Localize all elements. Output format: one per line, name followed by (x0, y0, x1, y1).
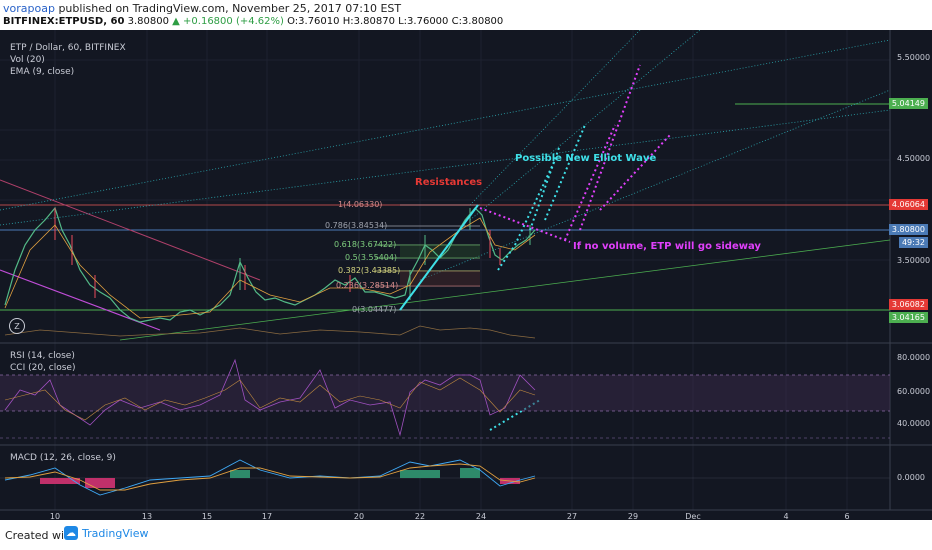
chart-logo-icon: Z (9, 318, 25, 334)
fib-label: 0.5(3.55404) (345, 253, 398, 262)
price-label-green: 5.04149 (888, 98, 928, 109)
time-tick: 4 (783, 512, 789, 520)
time-tick: 24 (475, 512, 487, 520)
last-price-label: 3.80800 (888, 224, 928, 235)
price-change: ▲ +0.16800 (+4.62%) (172, 16, 284, 27)
legend-ema[interactable]: EMA (9, close) (10, 67, 75, 77)
fib-label: 0(3.04477) (352, 305, 397, 314)
time-tick: 10 (49, 512, 61, 520)
time-tick: 6 (844, 512, 850, 520)
osc-tick: 40.0000 (897, 419, 931, 428)
publish-line: vorapoap published on TradingView.com, N… (3, 2, 401, 15)
tradingview-link[interactable]: ☁ TradingView (64, 526, 148, 540)
chart-canvas[interactable] (0, 30, 932, 520)
oscillator-legend: RSI (14, close) CCI (20, close) (10, 350, 75, 374)
price-label-red: 3.06082 (888, 299, 928, 310)
time-tick: 22 (414, 512, 426, 520)
fib-label: 0.618(3.67422) (334, 240, 397, 249)
resistances-annotation[interactable]: Resistances (415, 177, 483, 188)
countdown-label: 49:32 (898, 237, 928, 248)
fib-label: 0.382(3.43385) (338, 266, 401, 275)
fib-label: 1(4.06330) (338, 200, 383, 209)
price-label-red: 4.06064 (888, 199, 928, 210)
time-tick: 20 (353, 512, 365, 520)
main-legend: ETP / Dollar, 60, BITFINEX Vol (20) EMA … (10, 42, 126, 78)
osc-tick: 60.0000 (897, 387, 931, 396)
time-tick: Dec (685, 512, 701, 520)
author-link[interactable]: vorapoap (3, 2, 55, 15)
price-label-green: 3.04165 (888, 312, 928, 323)
symbol-label: BITFINEX:ETPUSD, 60 (3, 16, 125, 27)
elliot-annotation[interactable]: Possible New Elliot Wave (515, 153, 657, 164)
macd-tick: 0.0000 (897, 473, 925, 482)
legend-symbol[interactable]: ETP / Dollar, 60, BITFINEX (10, 43, 126, 53)
legend-volume[interactable]: Vol (20) (10, 55, 45, 65)
tradingview-cloud-icon: ☁ (64, 526, 78, 540)
fib-label: 0.236(3.28514) (336, 281, 399, 290)
publish-info: published on TradingView.com, November 2… (54, 2, 402, 15)
legend-cci[interactable]: CCI (20, close) (10, 363, 76, 373)
chart-area[interactable]: ETP / Dollar, 60, BITFINEX Vol (20) EMA … (0, 30, 932, 520)
osc-tick: 80.0000 (897, 353, 931, 362)
chart-footer: Created with ☁ TradingView (0, 520, 932, 550)
legend-rsi[interactable]: RSI (14, close) (10, 351, 75, 361)
price-tick: 5.50000 (897, 53, 931, 62)
fib-label: 0.786(3.84534) (325, 221, 388, 230)
chart-header: vorapoap published on TradingView.com, N… (0, 0, 932, 30)
brand-label: TradingView (82, 526, 149, 540)
price-tick: 3.50000 (897, 256, 931, 265)
last-price: 3.80800 (127, 16, 169, 27)
time-tick: 27 (566, 512, 578, 520)
symbol-line: BITFINEX:ETPUSD, 60 3.80800 ▲ +0.16800 (… (3, 16, 503, 27)
created-with-label: Created with (5, 529, 76, 542)
legend-macd[interactable]: MACD (12, 26, close, 9) (10, 453, 116, 463)
ohlc-values: O:3.76010 H:3.80870 L:3.76000 C:3.80800 (287, 16, 504, 27)
time-tick: 15 (201, 512, 213, 520)
price-tick: 4.50000 (897, 154, 931, 163)
sideway-annotation[interactable]: If no volume, ETP will go sideway (573, 241, 761, 252)
time-tick: 29 (627, 512, 639, 520)
time-tick: 17 (261, 512, 273, 520)
time-tick: 13 (141, 512, 153, 520)
